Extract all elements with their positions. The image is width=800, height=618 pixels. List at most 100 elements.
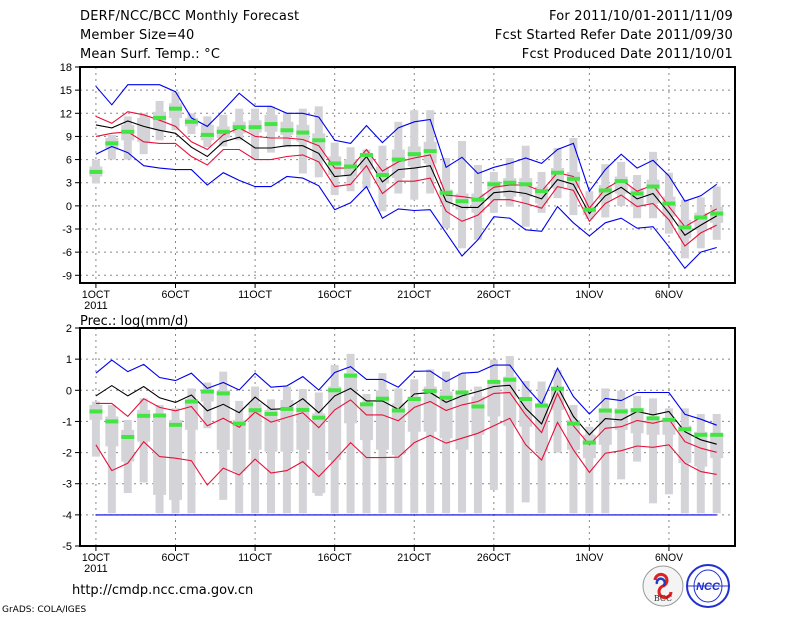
spread-box [328, 386, 342, 461]
x-tick-label: 1OCT [82, 289, 110, 301]
observed-marker [535, 403, 549, 408]
observed-marker [471, 404, 485, 409]
observed-marker [439, 395, 453, 400]
observed-marker [184, 119, 198, 124]
observed-marker [312, 415, 326, 420]
x-tick-label: 1NOV [575, 289, 604, 301]
y-tick-label: -6 [62, 247, 72, 259]
temperature-chart: -9 -6 -3 0 3 6 9 12 15 18 1OCT 6OCT 11OCT 16OCT 21OCT 2… [60, 62, 736, 312]
spread-box [264, 409, 278, 452]
ensemble-max-line [95, 359, 717, 426]
observed-marker [360, 152, 374, 157]
observed-marker [487, 182, 501, 187]
y-tick-label: -3 [62, 479, 72, 491]
spread-whisker-bar [203, 382, 212, 429]
spread-whisker-bar [442, 371, 451, 514]
observed-marker [280, 128, 294, 133]
observed-marker [264, 122, 278, 127]
forecast-produced-date: Fcst Produced Date 2011/10/01 [521, 47, 733, 62]
year-label: 2011 [84, 300, 108, 312]
observed-marker [582, 440, 596, 445]
observed-marker [423, 388, 437, 393]
spread-whisker-bar [569, 404, 578, 514]
observed-marker [598, 408, 612, 413]
spread-whisker-bar [251, 386, 260, 514]
observed-marker [503, 180, 517, 185]
observed-marker [232, 421, 246, 426]
observed-marker [662, 201, 676, 206]
plot-frame [79, 66, 736, 284]
x-tick-label: 21OCT [397, 552, 431, 564]
spread-box [375, 390, 389, 450]
observed-marker [535, 189, 549, 194]
spread-box [662, 418, 676, 435]
y-tick-label: 15 [60, 85, 72, 97]
spread-box [487, 380, 501, 417]
spread-box [503, 376, 517, 426]
spread-box [137, 117, 151, 142]
y-tick-label: 0 [66, 201, 72, 213]
spread-box [630, 409, 644, 434]
observed-marker [487, 379, 501, 384]
x-tick-label: 6OCT [162, 552, 190, 564]
spread-box [614, 408, 628, 430]
spread-whisker-bar [649, 398, 658, 504]
lower-percentile-line [95, 131, 717, 247]
spread-whisker-bar [585, 426, 594, 514]
x-tick-label: 26OCT [477, 289, 511, 301]
observed-marker [296, 130, 310, 135]
observed-marker [312, 138, 326, 143]
spread-whisker-bar [107, 404, 116, 514]
y-tick-label: 1 [66, 354, 72, 366]
spread-box [519, 399, 533, 427]
observed-marker [630, 191, 644, 196]
forecast-period: For 2011/10/01-2011/11/09 [549, 9, 733, 24]
spread-whisker-bar [712, 413, 721, 514]
observed-marker [646, 416, 660, 421]
y-tick-label: -1 [62, 416, 72, 428]
y-tick-label: -4 [62, 510, 72, 522]
upper-percentile-line [95, 391, 717, 453]
observed-marker [519, 182, 533, 187]
y-tick-label: -5 [62, 541, 72, 553]
spread-box [678, 425, 692, 464]
spread-whisker-bar [617, 390, 626, 480]
spread-box [407, 396, 421, 432]
observed-marker [423, 149, 437, 154]
observed-marker [328, 161, 342, 166]
spread-whisker-bar [585, 191, 594, 219]
median-line [95, 120, 717, 236]
spread-box [184, 399, 198, 430]
y-tick-label: -2 [62, 448, 72, 460]
observed-marker [153, 115, 167, 120]
spread-box [169, 419, 183, 500]
observed-marker [169, 422, 183, 427]
plot-frame [79, 327, 736, 547]
spread-box [200, 390, 214, 402]
lower-percentile-line [95, 417, 717, 486]
chart-title: DERF/NCC/BCC Monthly Forecast [80, 9, 300, 24]
x-tick-label: 1OCT [82, 552, 110, 564]
observed-marker [121, 435, 135, 439]
spread-box [455, 391, 469, 450]
spread-box [566, 419, 580, 450]
observed-marker [678, 427, 692, 432]
spread-box [200, 124, 214, 141]
spread-whisker-bar [410, 379, 419, 514]
x-tick-label: 6OCT [162, 289, 190, 301]
observed-marker [248, 125, 262, 130]
x-tick-label: 1NOV [575, 552, 604, 564]
observed-marker [407, 397, 421, 402]
observed-marker [551, 170, 565, 175]
observed-marker [582, 207, 596, 212]
spread-whisker-bar [187, 388, 196, 514]
spread-box [280, 399, 294, 452]
observed-marker [407, 152, 421, 157]
observed-marker [503, 377, 517, 382]
observed-marker [471, 197, 485, 202]
y-tick-label: -9 [62, 270, 72, 282]
x-tick-label: 21OCT [397, 289, 431, 301]
spread-whisker-bar [251, 108, 260, 160]
